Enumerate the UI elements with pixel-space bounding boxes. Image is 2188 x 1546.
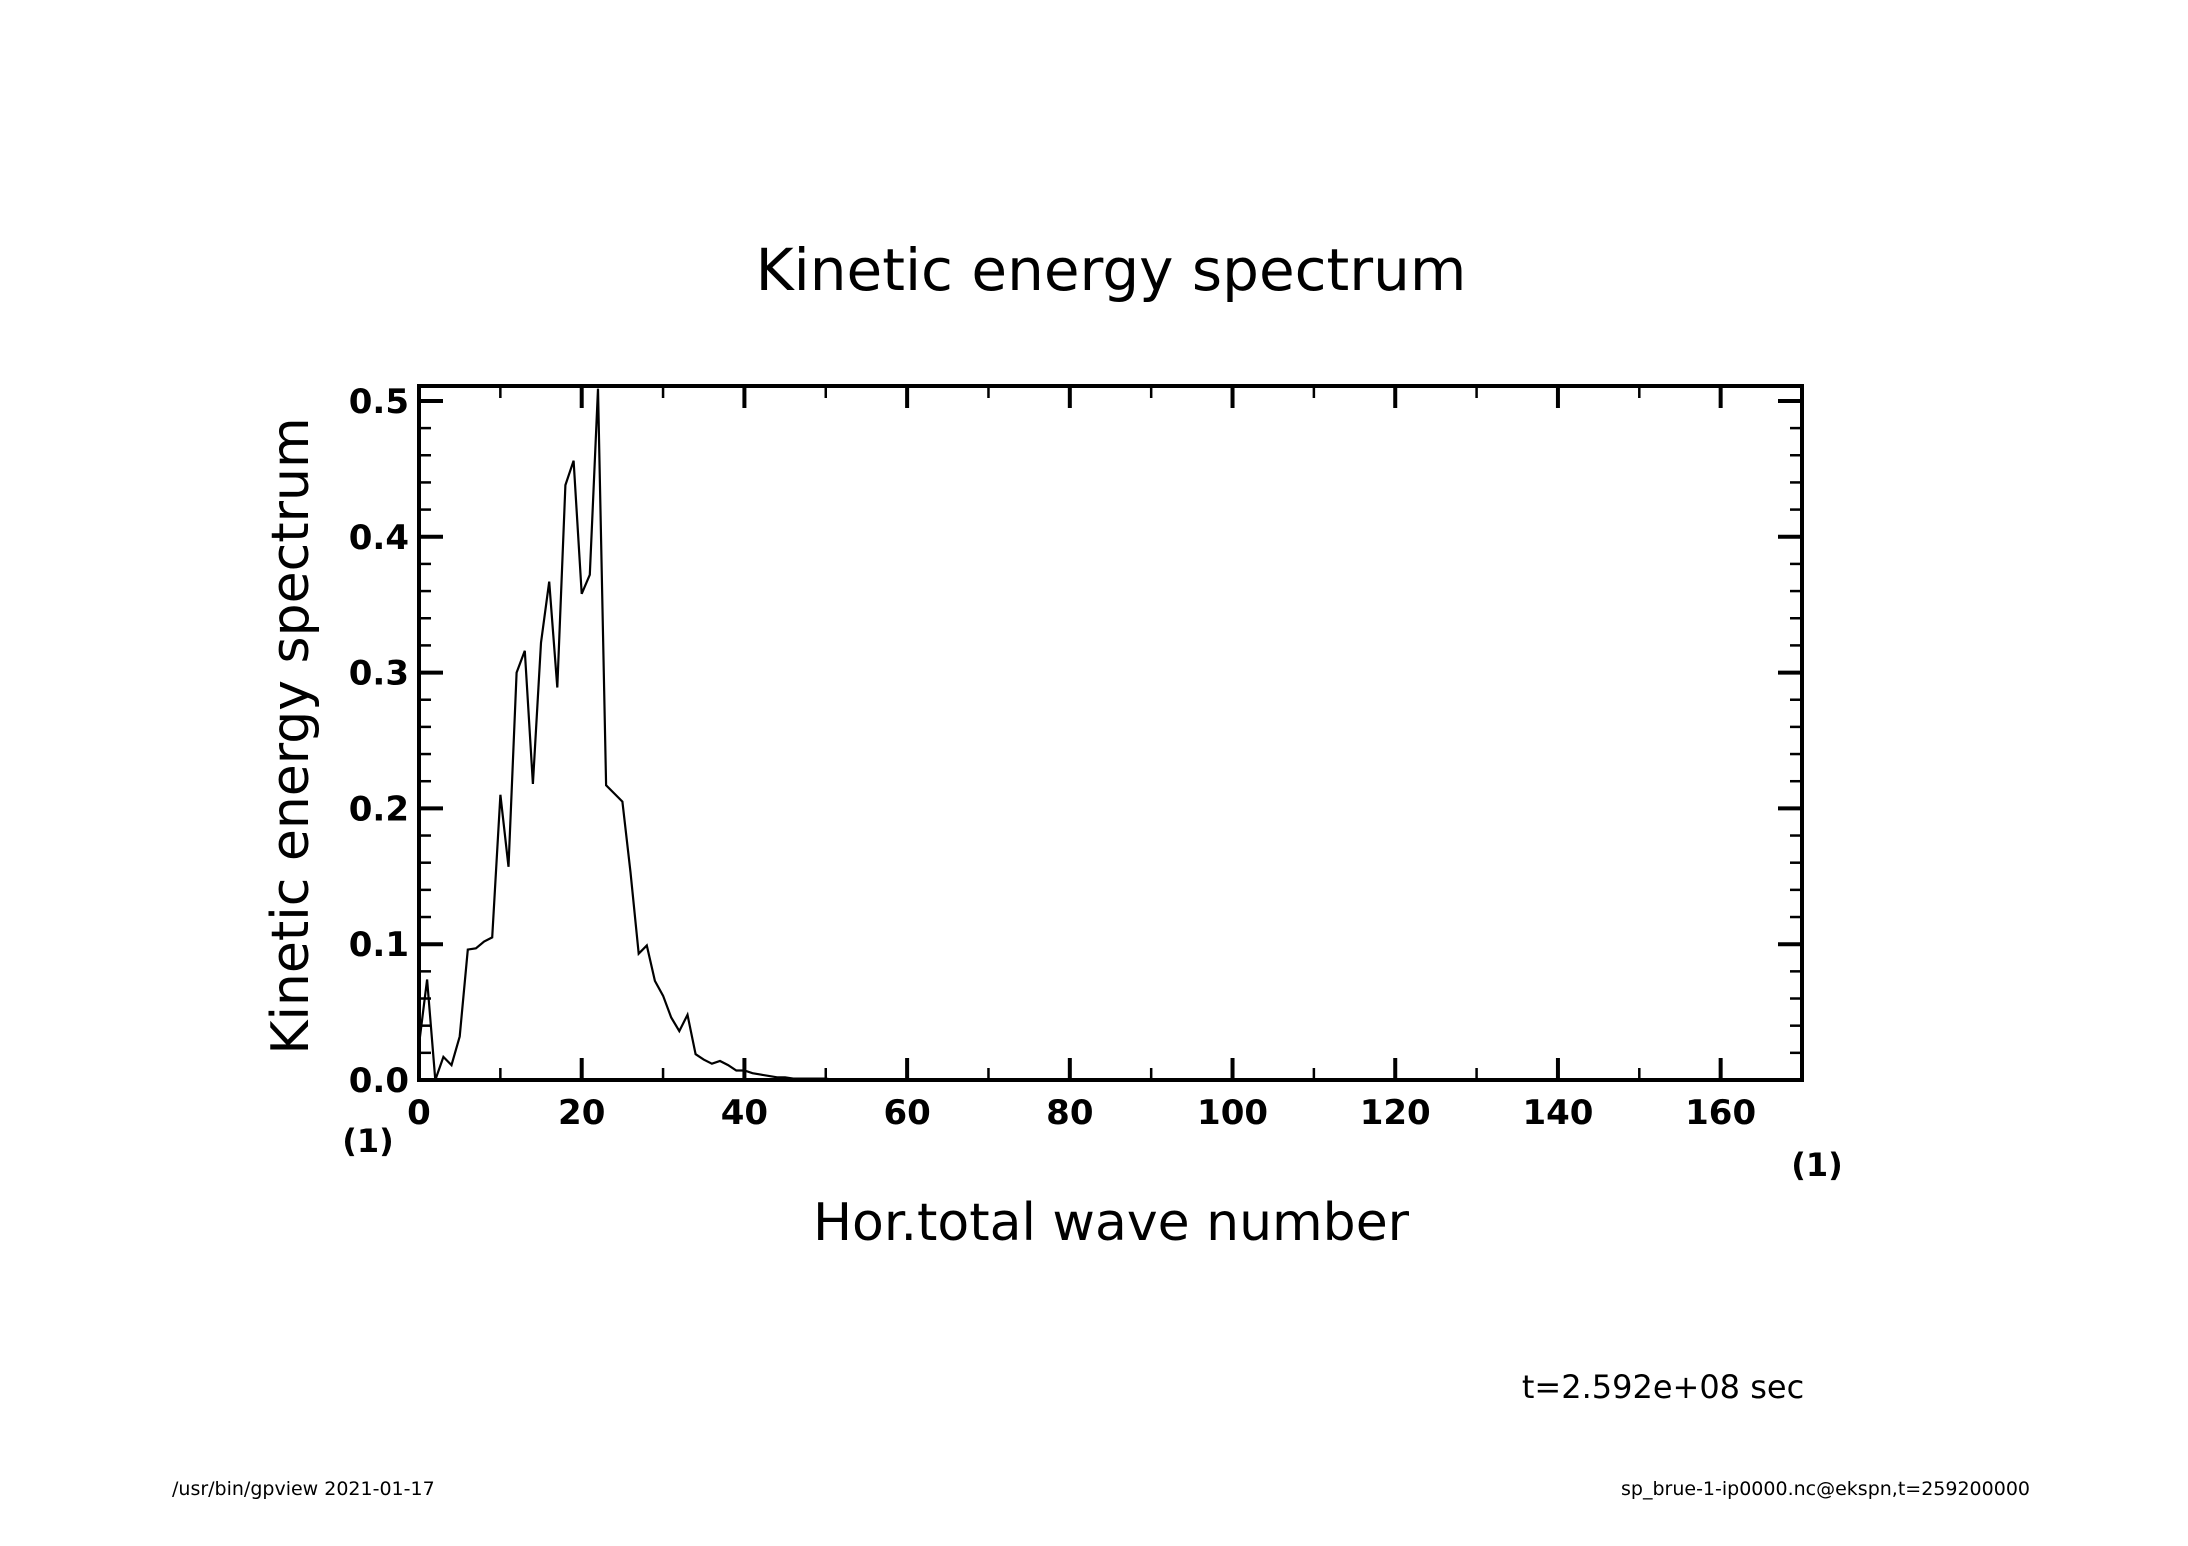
x-tick-label: 140	[1522, 1093, 1593, 1133]
y-tick-label: 0.1	[349, 925, 409, 965]
y-axis-label: Kinetic energy spectrum	[261, 417, 321, 1054]
x-tick-label: 40	[721, 1093, 768, 1133]
x-axis-label: Hor.total wave number	[813, 1193, 1410, 1253]
x-unit-label: (1)	[342, 1122, 394, 1160]
y-tick-label: 0.3	[349, 654, 409, 694]
x-tick-label: 160	[1685, 1093, 1756, 1133]
time-annotation: t=2.592e+08 sec	[1522, 1368, 1804, 1406]
y-tick-label: 0.5	[349, 382, 409, 422]
x-tick-label: 0	[407, 1093, 431, 1133]
x-tick-label: 60	[883, 1093, 930, 1133]
x-tick-label: 20	[558, 1093, 605, 1133]
footer-left: /usr/bin/gpview 2021-01-17	[172, 1478, 435, 1500]
x-tick-label: 120	[1360, 1093, 1431, 1133]
y-unit-label: (1)	[1791, 1146, 1843, 1184]
tick-labels: 0 20 40 60 80 100 120 140 160 0.0 0.1 0.2 0.3 0.4 0.5	[349, 382, 1756, 1133]
x-tick-label: 100	[1197, 1093, 1268, 1133]
y-tick-label: 0.2	[349, 789, 409, 829]
footer-right: sp_brue-1-ip0000.nc@ekspn,t=259200000	[1621, 1478, 2030, 1500]
y-tick-label: 0.0	[349, 1061, 409, 1101]
series-line	[417, 388, 908, 1082]
plot-frame	[417, 384, 1804, 1082]
axis-ticks	[417, 386, 1804, 1082]
x-tick-label: 80	[1046, 1093, 1093, 1133]
y-tick-label: 0.4	[349, 518, 409, 558]
chart-title: Kinetic energy spectrum	[756, 236, 1467, 304]
